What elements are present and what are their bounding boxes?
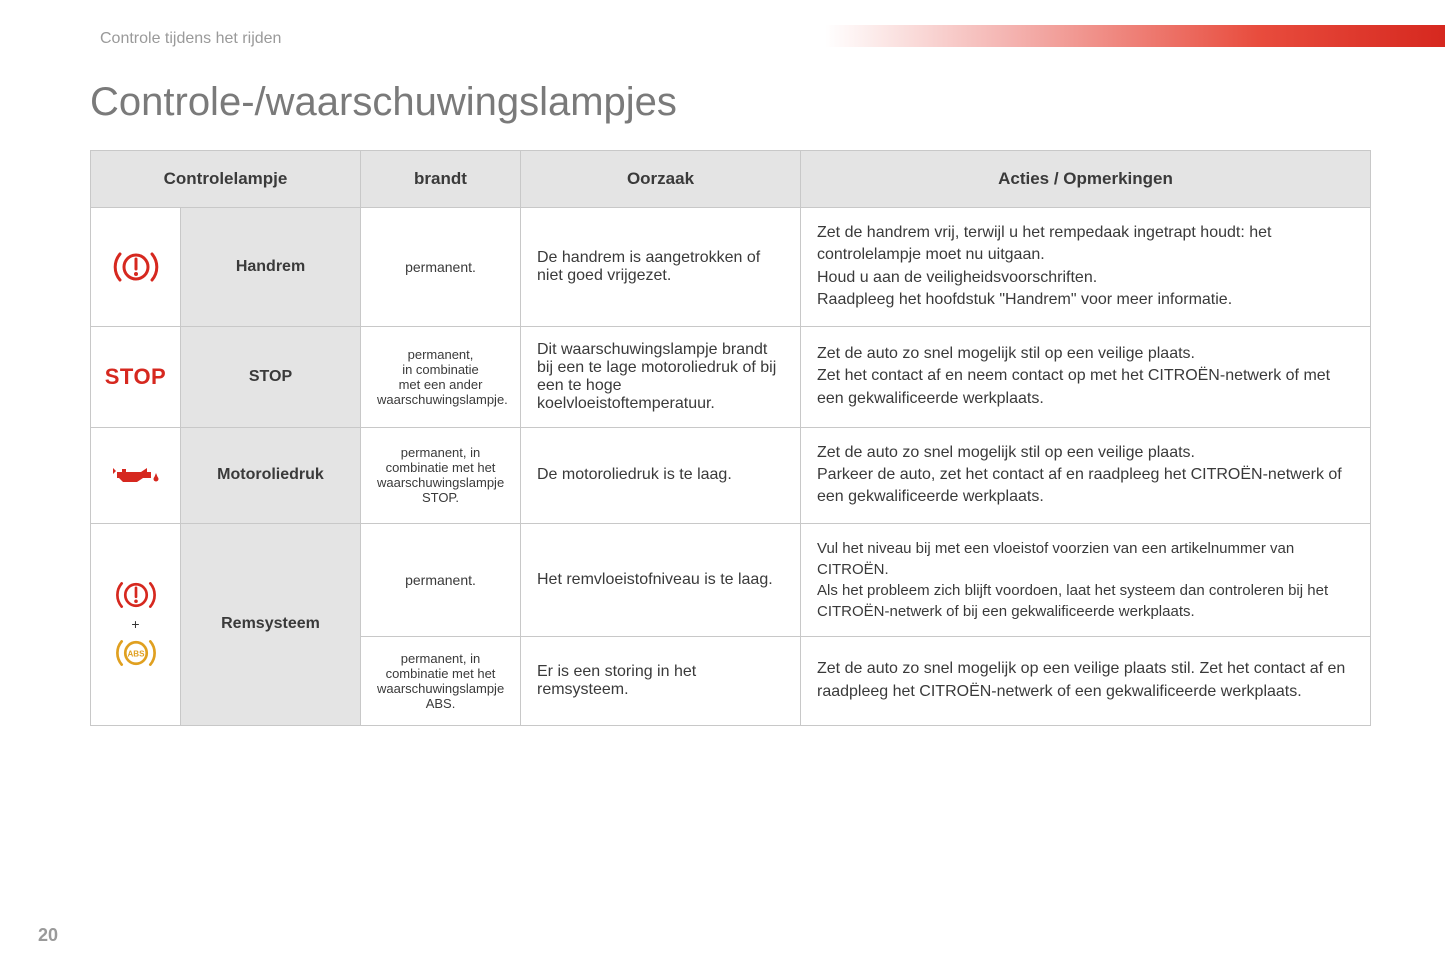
stop-icon: STOP xyxy=(105,364,167,389)
svg-text:ABS: ABS xyxy=(127,650,145,659)
icon-cell-brake-system: + ABS xyxy=(91,523,181,725)
th-acties: Acties / Opmerkingen xyxy=(801,151,1371,208)
icon-cell-stop: STOP xyxy=(91,326,181,427)
table-header-row: Controlelampje brandt Oorzaak Acties / O… xyxy=(91,151,1371,208)
brandt-cell-oil: permanent, in combinatie met het waarsch… xyxy=(361,427,521,523)
cause-cell-brake2: Er is een storing in het remsysteem. xyxy=(521,636,801,725)
brandt-cell-handrem: permanent. xyxy=(361,208,521,327)
brake-warning-icon xyxy=(114,578,158,612)
th-brandt: brandt xyxy=(361,151,521,208)
table-row: STOP STOP permanent,in combinatiemet een… xyxy=(91,326,1371,427)
brandt-cell-brake2: permanent, in combinatie met het waarsch… xyxy=(361,636,521,725)
icon-cell-handrem xyxy=(91,208,181,327)
plus-sign: + xyxy=(95,616,176,632)
action-cell-oil: Zet de auto zo snel mogelijk stil op een… xyxy=(801,427,1371,523)
th-controlelampje: Controlelampje xyxy=(91,151,361,208)
table-row: + ABS Remsysteem permanent. Het remvloei… xyxy=(91,523,1371,636)
page-number: 20 xyxy=(38,925,58,946)
oil-pressure-icon xyxy=(111,462,161,488)
name-cell-oil: Motoroliedruk xyxy=(181,427,361,523)
icon-cell-oil xyxy=(91,427,181,523)
abs-warning-icon: ABS xyxy=(114,636,158,670)
name-cell-handrem: Handrem xyxy=(181,208,361,327)
action-cell-brake1: Vul het niveau bij met een vloeistof voo… xyxy=(801,523,1371,636)
brake-warning-icon xyxy=(112,248,160,286)
action-cell-handrem: Zet de handrem vrij, terwijl u het rempe… xyxy=(801,208,1371,327)
action-cell-stop: Zet de auto zo snel mogelijk stil op een… xyxy=(801,326,1371,427)
name-cell-brake-system: Remsysteem xyxy=(181,523,361,725)
warning-lights-table: Controlelampje brandt Oorzaak Acties / O… xyxy=(90,150,1371,726)
cause-cell-stop: Dit waarschuwingslampje brandt bij een t… xyxy=(521,326,801,427)
th-oorzaak: Oorzaak xyxy=(521,151,801,208)
cause-cell-brake1: Het remvloeistofniveau is te laag. xyxy=(521,523,801,636)
warning-lights-table-wrap: Controlelampje brandt Oorzaak Acties / O… xyxy=(90,150,1370,726)
brandt-cell-brake1: permanent. xyxy=(361,523,521,636)
header-gradient xyxy=(825,25,1445,47)
name-cell-stop: STOP xyxy=(181,326,361,427)
page-title: Controle-/waarschuwingslampjes xyxy=(90,80,677,125)
breadcrumb: Controle tijdens het rijden xyxy=(100,30,281,48)
action-cell-brake2: Zet de auto zo snel mogelijk op een veil… xyxy=(801,636,1371,725)
brandt-cell-stop: permanent,in combinatiemet een anderwaar… xyxy=(361,326,521,427)
cause-cell-oil: De motoroliedruk is te laag. xyxy=(521,427,801,523)
table-row: Motoroliedruk permanent, in combinatie m… xyxy=(91,427,1371,523)
table-row: Handrem permanent. De handrem is aangetr… xyxy=(91,208,1371,327)
cause-cell-handrem: De handrem is aangetrokken of niet goed … xyxy=(521,208,801,327)
